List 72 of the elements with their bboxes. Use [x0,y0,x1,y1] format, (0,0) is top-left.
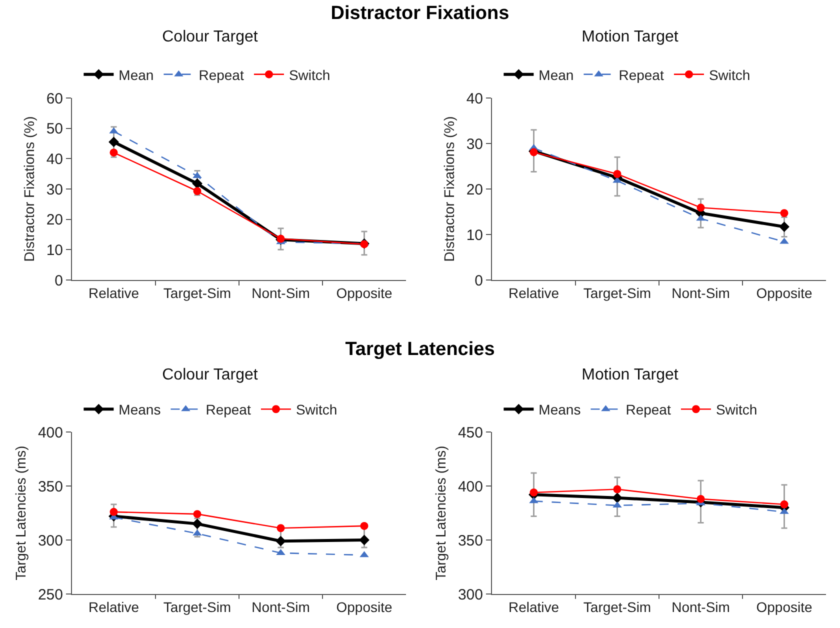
text: Distractor Fixations [330,3,510,25]
text: Target Latencies [344,339,496,361]
y-tick-label: 50 [46,120,63,138]
y-tick-label: 350 [458,532,483,550]
y-axis-title: Target Latencies (ms) [12,446,29,580]
legend-label: Mean [118,66,154,83]
legend-label: Switch [296,402,338,418]
chart-title: Colour Target [162,28,258,46]
x-tick-label: Relative [88,598,140,615]
y-tick-label: 300 [458,586,483,604]
x-tick-label: Opposite [336,284,392,301]
point [696,204,705,212]
y-tick-label: 350 [38,478,63,496]
x-tick-label: Target-Sim [163,598,232,615]
y-tick-label: 400 [458,478,483,496]
point [108,136,119,148]
point [110,508,118,516]
y-tick-label: 40 [46,150,63,168]
y-tick-label: 450 [458,424,483,442]
y-tick-label: 250 [38,586,63,604]
x-tick-label: Relative [88,284,140,301]
y-tick-label: 0 [54,272,63,290]
x-tick-label: Nont-Sim [252,284,310,301]
x-tick-label: Target-Sim [583,598,652,615]
point [276,536,286,546]
point [360,522,368,530]
legend-label: Repeat [206,402,251,418]
y-tick-label: 10 [466,226,483,244]
y-tick-label: 400 [38,424,63,442]
chart-title: Motion Target [582,366,679,384]
legend-label: Switch [708,66,750,83]
y-tick-label: 40 [466,90,483,108]
x-tick-label: Relative [508,284,560,301]
legend-label: Repeat [626,402,671,418]
point [359,534,370,546]
legend-label: Means [118,402,161,418]
point [613,170,622,178]
legend-label: Repeat [618,66,664,83]
legend-label: Means [538,402,581,418]
y-tick-label: 60 [46,90,63,108]
y-tick-label: 0 [474,272,483,290]
x-tick-label: Nont-Sim [672,284,730,301]
point [780,209,788,218]
point [779,222,790,232]
legend-label: Switch [716,402,758,418]
y-axis-title: Target Latencies (ms) [432,446,449,580]
chart-title: Colour Target [162,366,258,384]
x-tick-label: Opposite [756,284,812,301]
y-tick-label: 10 [46,242,63,259]
point [110,148,118,157]
y-tick-label: 300 [38,532,63,550]
y-tick-label: 20 [46,212,63,229]
x-tick-label: Target-Sim [163,284,232,301]
point [276,524,285,532]
y-tick-label: 20 [466,181,483,198]
x-tick-label: Nont-Sim [672,598,730,615]
x-tick-label: Target-Sim [583,284,652,301]
y-tick-label: 30 [466,136,483,153]
point [192,518,202,529]
y-axis-title: Distractor Fixations (%) [20,116,37,262]
x-tick-label: Opposite [336,598,392,615]
x-tick-label: Relative [508,598,560,615]
x-tick-label: Nont-Sim [252,598,310,615]
legend-label: Switch [288,66,330,83]
point [193,510,202,518]
y-tick-label: 30 [46,181,63,198]
point [193,187,202,196]
legend-label: Mean [538,66,574,83]
y-axis-title: Distractor Fixations (%) [440,116,457,262]
chart-title: Motion Target [582,28,679,46]
x-tick-label: Opposite [756,598,812,615]
legend-label: Repeat [198,66,244,83]
